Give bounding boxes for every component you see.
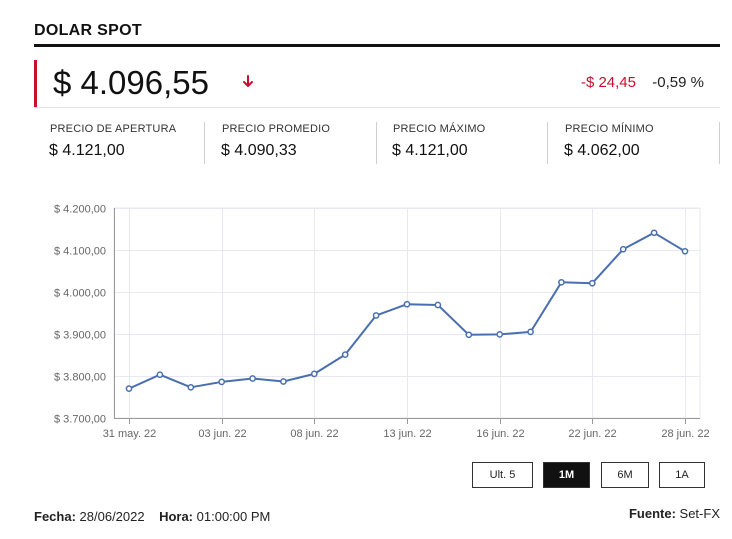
source-value: Set-FX (679, 506, 720, 521)
y-tick-label: $ 3.900,00 (54, 330, 106, 342)
arrow-down-icon (243, 75, 253, 87)
data-point (558, 278, 565, 286)
y-tick-label: $ 4.100,00 (54, 246, 106, 258)
price-line-chart: $ 3.700,00 $ 3.800,00 $ 3.900,00 $ 4.000,00… (54, 204, 710, 441)
stat-value: $ 4.090,33 (221, 142, 297, 159)
x-tick-label: 16 jun. 22 (476, 428, 524, 440)
price-change-percent: -0,59 % (652, 74, 704, 91)
range-button-1a[interactable]: 1A (659, 462, 705, 488)
stat-min-price: PRECIO MÍNIMO $ 4.062,00 (549, 122, 720, 164)
data-point (310, 370, 318, 378)
stat-label: PRECIO PROMEDIO (222, 123, 331, 135)
current-price: $ 4.096,55 (53, 64, 209, 101)
time-label: Hora: (159, 509, 194, 524)
data-point (527, 328, 534, 336)
footer-datetime: Fecha: 28/06/2022 Hora: 01:00:00 PM (34, 509, 270, 524)
data-point (403, 300, 411, 308)
stat-value: $ 4.121,00 (392, 142, 468, 159)
x-tick-label: 08 jun. 22 (290, 428, 338, 440)
price-divider (34, 107, 720, 108)
stat-value: $ 4.121,00 (49, 142, 125, 159)
date-value: 28/06/2022 (79, 509, 145, 524)
stat-label: PRECIO MÁXIMO (393, 123, 486, 135)
x-tick-label: 28 jun. 22 (661, 428, 709, 440)
data-point (588, 279, 596, 287)
data-point (125, 385, 133, 392)
stat-label: PRECIO MÍNIMO (565, 123, 654, 135)
time-value: 01:00:00 PM (196, 509, 271, 524)
stat-value: $ 4.062,00 (564, 142, 640, 159)
stat-opening-price: PRECIO DE APERTURA $ 4.121,00 (34, 122, 205, 164)
range-button-1m[interactable]: 1M (543, 462, 590, 488)
footer-source: Fuente: Set-FX (629, 506, 720, 521)
data-point (187, 383, 195, 391)
stat-max-price: PRECIO MÁXIMO $ 4.121,00 (377, 122, 548, 164)
data-point (372, 312, 380, 319)
data-point (681, 247, 689, 255)
x-tick-label: 03 jun. 22 (198, 428, 246, 440)
y-tick-label: $ 3.700,00 (54, 414, 106, 426)
date-label: Fecha: (34, 509, 76, 524)
stats-row: PRECIO DE APERTURA $ 4.121,00 PRECIO PRO… (34, 122, 722, 164)
data-point (619, 245, 627, 253)
y-tick-label: $ 4.200,00 (54, 204, 106, 216)
data-point (156, 371, 164, 379)
range-button-6m[interactable]: 6M (601, 462, 649, 488)
title-divider (34, 44, 720, 47)
data-point (465, 331, 473, 339)
page-title: DOLAR SPOT (34, 22, 142, 39)
data-point (249, 375, 256, 382)
price-panel: $ 4.096,55 -$ 24,45 -0,59 % (34, 60, 720, 107)
source-label: Fuente: (628, 506, 676, 521)
data-point (280, 378, 287, 385)
data-point (434, 301, 442, 309)
data-point (218, 378, 226, 386)
x-tick-label: 31 may. 22 (103, 428, 157, 440)
data-point (650, 229, 658, 237)
x-tick-label: 22 jun. 22 (568, 428, 616, 440)
stat-label: PRECIO DE APERTURA (50, 123, 177, 135)
price-change: -$ 24,45 (580, 74, 636, 91)
y-tick-label: $ 4.000,00 (54, 288, 106, 300)
range-button-last-5[interactable]: Ult. 5 (472, 462, 533, 488)
data-point (496, 331, 504, 338)
data-point (341, 351, 349, 358)
stat-average-price: PRECIO PROMEDIO $ 4.090,33 (206, 122, 377, 164)
y-tick-label: $ 3.800,00 (54, 372, 106, 384)
x-tick-label: 13 jun. 22 (383, 428, 431, 440)
